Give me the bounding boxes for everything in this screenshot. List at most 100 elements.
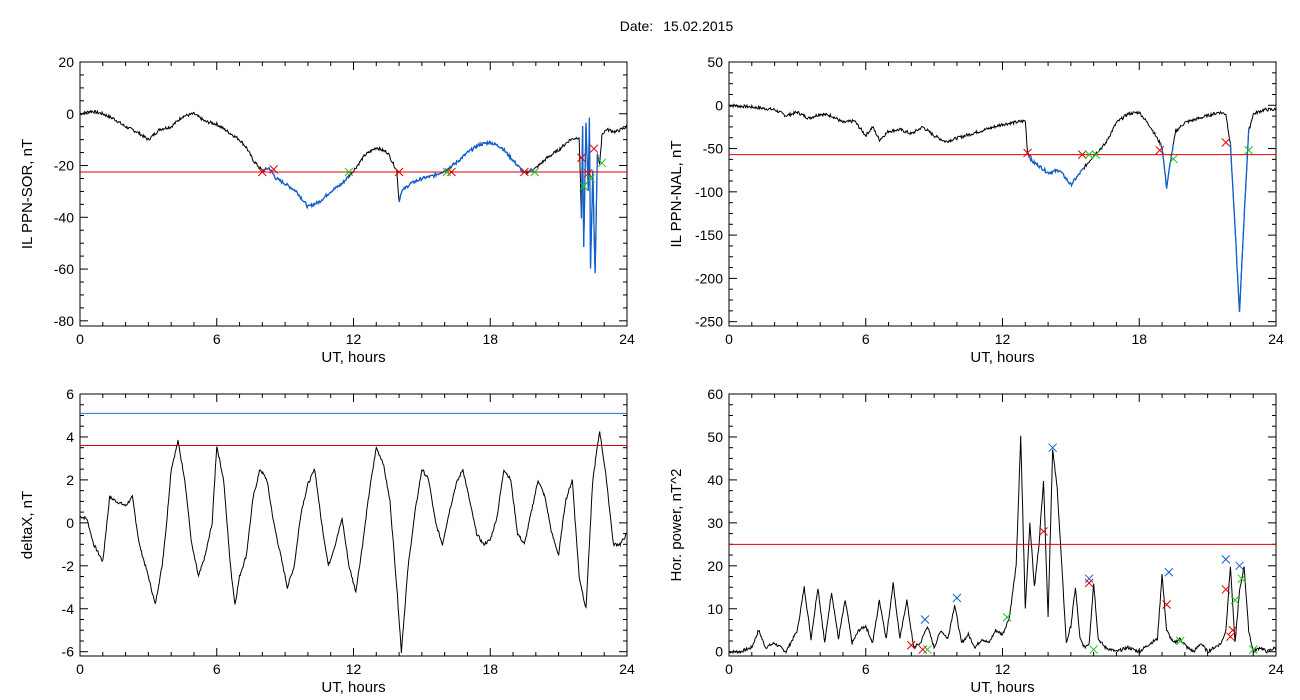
start-marker — [1226, 632, 1235, 642]
y-tick-label: 0 — [66, 106, 74, 122]
start-marker — [1077, 150, 1087, 159]
end-marker — [1089, 645, 1099, 654]
plot-frame — [79, 393, 628, 657]
y-tick-label: -150 — [695, 227, 723, 243]
end-marker — [442, 167, 452, 177]
end-marker — [1084, 150, 1094, 159]
x-tick-label: 24 — [619, 331, 635, 347]
y-tick-label: 6 — [66, 386, 74, 402]
end-marker — [1248, 645, 1258, 654]
data-series-line — [729, 435, 1276, 655]
peak-marker — [1164, 567, 1174, 577]
end-marker — [1002, 612, 1012, 622]
y-tick-label: -100 — [695, 184, 723, 200]
y-tick-label: 10 — [707, 601, 723, 617]
end-marker — [586, 174, 595, 183]
start-marker — [577, 153, 586, 163]
x-tick-label: 6 — [213, 661, 221, 677]
start-marker — [394, 167, 404, 177]
peak-marker — [1084, 574, 1094, 584]
x-tick-label: 18 — [482, 661, 498, 677]
y-tick-label: 20 — [707, 558, 723, 574]
x-axis-label: UT, hours — [321, 679, 385, 696]
y-tick-label: -6 — [62, 644, 75, 660]
data-layer — [729, 435, 1276, 655]
event-segment — [1229, 129, 1250, 312]
peak-marker — [1048, 443, 1057, 453]
date-label: Date: — [619, 18, 654, 34]
data-series-line — [80, 431, 627, 653]
start-marker — [906, 640, 916, 650]
end-marker — [344, 167, 354, 177]
x-tick-label: 6 — [862, 661, 870, 677]
start-marker — [918, 645, 928, 654]
event-segment — [580, 117, 599, 274]
date-value: 15.02.2015 — [663, 18, 734, 34]
end-marker — [1175, 636, 1185, 646]
event-segment — [528, 168, 536, 173]
y-tick-label: -250 — [695, 314, 723, 330]
end-marker — [1244, 145, 1254, 155]
x-tick-label: 0 — [725, 661, 733, 677]
x-tick-label: 0 — [725, 331, 733, 347]
chart-panel-nal: 0 6 12 18 24 -250 -200 -150 -100 -50 0 50 UT, hours I… — [668, 54, 1284, 366]
chart-panel-power: 0 6 12 18 24 0 10 20 30 40 50 60 UT, hours Hor. power… — [668, 386, 1284, 696]
event-segment — [261, 166, 350, 210]
y-tick-label: -2 — [62, 558, 75, 574]
y-tick-label: -20 — [54, 158, 74, 174]
y-tick-label: 4 — [66, 429, 74, 445]
start-marker — [1228, 625, 1238, 635]
end-marker — [922, 645, 932, 654]
data-layer — [80, 412, 627, 653]
x-tick-label: 12 — [995, 661, 1011, 677]
x-tick-label: 24 — [1268, 661, 1284, 677]
end-marker — [1091, 150, 1101, 159]
peak-marker — [920, 615, 930, 624]
x-tick-label: 12 — [346, 661, 362, 677]
end-marker — [1230, 595, 1240, 605]
y-axis-label: IL PPN-SOR, nT — [19, 139, 36, 249]
x-tick-label: 18 — [1131, 331, 1147, 347]
plot-frame — [728, 61, 1277, 327]
x-tick-label: 18 — [1131, 661, 1147, 677]
x-axis-label: UT, hours — [970, 679, 1034, 696]
date-title: Date: 15.02.2015 — [0, 18, 1300, 34]
x-tick-label: 12 — [346, 331, 362, 347]
y-tick-label: 50 — [707, 54, 723, 70]
end-marker — [579, 181, 589, 191]
y-tick-label: -50 — [703, 141, 723, 157]
x-axis-label: UT, hours — [970, 349, 1034, 366]
x-tick-label: 0 — [76, 661, 84, 677]
x-tick-label: 18 — [482, 331, 498, 347]
x-tick-label: 12 — [995, 331, 1011, 347]
start-marker — [1039, 527, 1048, 536]
data-layer — [729, 103, 1276, 312]
y-tick-label: 0 — [715, 97, 723, 113]
event-segment — [449, 140, 525, 174]
start-marker — [257, 167, 267, 177]
x-tick-label: 0 — [76, 331, 84, 347]
x-tick-label: 6 — [862, 331, 870, 347]
y-tick-label: -4 — [62, 601, 75, 617]
chart-panel-sor: 0 6 12 18 24 -80 -60 -40 -20 0 20 UT, hours IL PPN-S… — [19, 54, 635, 366]
start-marker — [589, 144, 599, 154]
y-tick-label: -60 — [54, 261, 74, 277]
start-marker — [520, 167, 529, 177]
y-tick-label: 0 — [715, 644, 723, 660]
start-marker — [1084, 578, 1094, 588]
y-tick-label: 50 — [707, 429, 723, 445]
start-marker — [1155, 145, 1165, 155]
peak-marker — [1235, 561, 1244, 571]
y-tick-label: 40 — [707, 472, 723, 488]
end-marker — [597, 158, 607, 168]
end-marker — [530, 167, 540, 177]
start-marker — [269, 165, 279, 174]
start-marker — [447, 167, 456, 177]
end-marker — [1237, 574, 1247, 584]
x-axis-label: UT, hours — [321, 349, 385, 366]
y-tick-label: -80 — [54, 313, 74, 329]
start-marker — [1221, 585, 1231, 594]
data-series-line — [729, 103, 1276, 312]
